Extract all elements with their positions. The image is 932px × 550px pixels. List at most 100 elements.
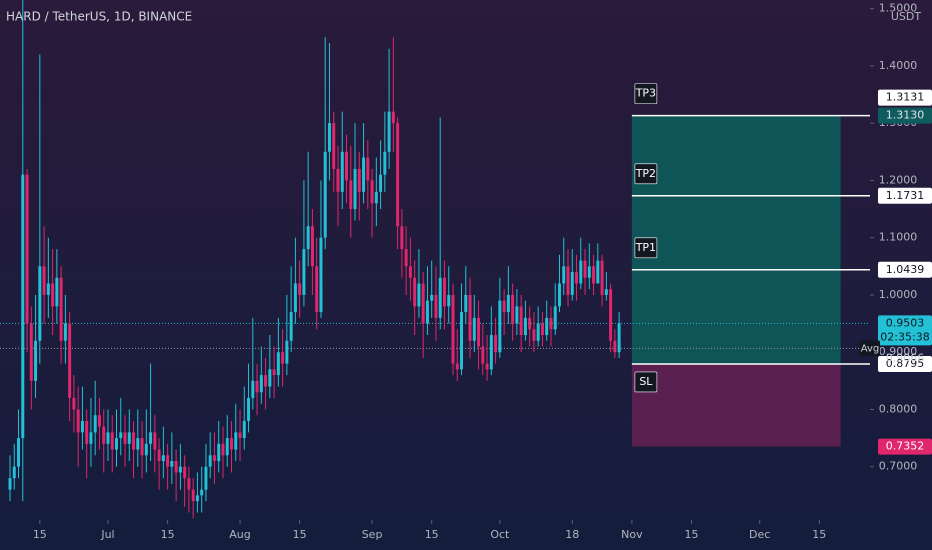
- candle-body: [540, 323, 544, 336]
- y-axis-label: USDT: [891, 10, 922, 23]
- candle-body: [592, 266, 596, 284]
- candle-body: [264, 375, 268, 387]
- candle-body: [46, 283, 50, 295]
- candle-body: [562, 266, 566, 284]
- candle-body: [609, 289, 613, 341]
- candle-body: [127, 432, 131, 444]
- candle-body: [430, 294, 434, 301]
- y-tick-label: 0.7000: [879, 460, 918, 473]
- candle-body: [238, 432, 242, 439]
- candle-body: [119, 432, 123, 439]
- candle-body: [114, 438, 118, 450]
- average-price: 0.9066: [886, 351, 925, 364]
- candle-body: [498, 300, 502, 353]
- candle-body: [434, 294, 438, 318]
- candle-body: [140, 438, 144, 456]
- candle-body: [191, 489, 195, 502]
- candle-body: [97, 415, 101, 427]
- x-tick-label: Sep: [362, 528, 383, 541]
- candle-body: [38, 266, 42, 341]
- candle-body: [596, 260, 600, 284]
- candle-body: [387, 111, 391, 152]
- candle-body: [464, 294, 468, 313]
- candle-body: [553, 306, 557, 330]
- level-name: TP1: [635, 241, 656, 254]
- x-tick-label: 15: [33, 528, 47, 541]
- candle-body: [391, 111, 395, 124]
- candle-body: [247, 398, 251, 421]
- candle-body: [204, 466, 208, 490]
- candle-body: [421, 283, 425, 324]
- candle-body: [93, 415, 97, 433]
- candle-body: [136, 438, 140, 450]
- x-tick-label: 15: [685, 528, 699, 541]
- candle-body: [506, 294, 510, 313]
- candle-body: [34, 340, 38, 381]
- candle-body: [532, 329, 536, 341]
- candle-body: [383, 151, 387, 175]
- chart-title: HARD / TetherUS, 1D, BINANCE: [6, 10, 192, 24]
- candle-body: [76, 409, 80, 433]
- candle-body: [170, 461, 174, 467]
- candle-body: [600, 260, 604, 295]
- candle-body: [102, 426, 106, 444]
- level-price-tag: 1.3131: [886, 91, 925, 104]
- candle-body: [528, 317, 532, 330]
- candle-body: [523, 317, 527, 336]
- candle-body: [144, 443, 148, 456]
- x-tick-label: 15: [293, 528, 307, 541]
- x-tick-label: 15: [425, 528, 439, 541]
- candle-body: [404, 249, 408, 267]
- level-price-tag-box: [878, 89, 932, 106]
- candle-body: [604, 289, 608, 295]
- candle-body: [557, 283, 561, 307]
- candle-body: [617, 323, 621, 353]
- candle-body: [234, 432, 238, 450]
- candle-body: [485, 363, 489, 370]
- x-tick-label: Oct: [490, 528, 510, 541]
- candle-body: [221, 443, 225, 456]
- target-price-tag-box: [878, 107, 932, 124]
- candle-body: [281, 352, 285, 364]
- candle-body: [310, 226, 314, 267]
- candle-body: [153, 432, 157, 450]
- stop-price-tag: 0.7352: [886, 440, 925, 453]
- candle-body: [212, 455, 216, 462]
- candle-body: [68, 323, 72, 399]
- candle-body: [379, 174, 383, 192]
- stop-price-tag-box: [878, 438, 932, 455]
- y-tick-label: 1.0000: [879, 288, 918, 301]
- candle-body: [502, 300, 506, 313]
- candle-body: [72, 398, 76, 410]
- candle-body: [323, 151, 327, 238]
- candle-body: [161, 455, 165, 462]
- candle-body: [583, 260, 587, 278]
- candle-body: [272, 369, 276, 376]
- level-price-tag: 0.8795: [886, 357, 925, 370]
- candle-body: [268, 369, 272, 387]
- last-price-tag: 0.9503: [886, 316, 925, 329]
- y-tick-label: 1.2000: [879, 173, 918, 186]
- candle-body: [285, 340, 289, 364]
- level-price-tag: 1.1731: [886, 189, 925, 202]
- candle-body: [289, 312, 293, 341]
- candle-body: [575, 272, 579, 284]
- candle-body: [447, 294, 451, 307]
- average-label: Avg: [861, 343, 880, 354]
- candle-body: [455, 363, 459, 370]
- candle-body: [187, 478, 191, 490]
- candle-body: [396, 123, 400, 227]
- average-label-box: [860, 340, 880, 357]
- candle-body: [259, 375, 263, 393]
- candle-body: [157, 449, 161, 462]
- x-tick-label: Jul: [100, 528, 114, 541]
- x-tick-label: 15: [161, 528, 175, 541]
- candle-body: [425, 300, 429, 324]
- target-price-tag: 1.3130: [886, 109, 925, 122]
- candle-body: [178, 466, 182, 473]
- candle-body: [349, 180, 353, 210]
- candle-body: [442, 277, 446, 307]
- candle-body: [276, 352, 280, 376]
- candle-body: [242, 420, 246, 439]
- candle-body: [42, 266, 46, 295]
